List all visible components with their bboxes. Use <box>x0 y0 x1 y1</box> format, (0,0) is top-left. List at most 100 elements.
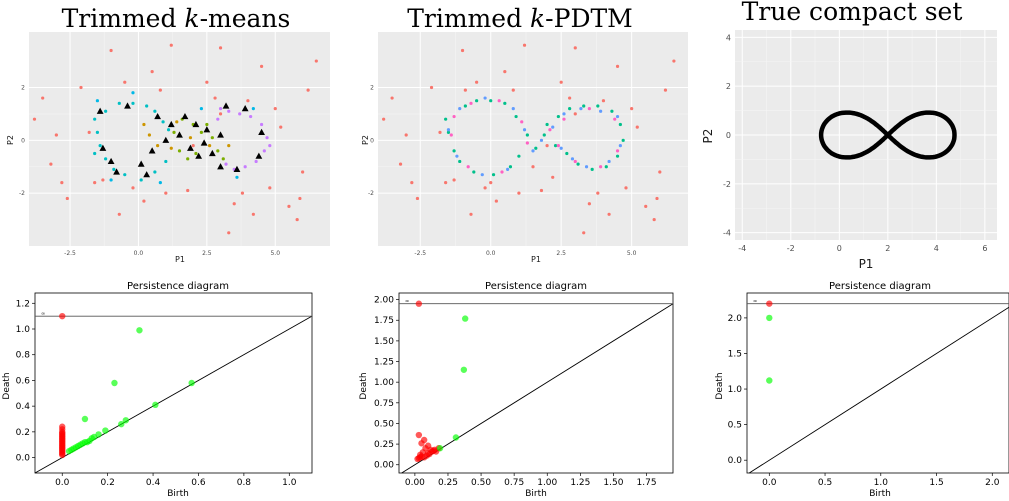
x-tick-label: -4 <box>738 244 746 253</box>
data-point <box>123 80 127 84</box>
data-point <box>452 114 456 119</box>
scatter-plot-2: -2.5 0.0 2.5 5.0 -2 0 2 <box>368 32 688 257</box>
data-point <box>587 107 591 111</box>
data-point <box>208 144 212 148</box>
data-point <box>658 170 662 174</box>
data-point <box>618 144 622 148</box>
center-marker <box>137 160 145 167</box>
diagram-point <box>84 438 91 446</box>
data-point <box>109 178 113 182</box>
panel-trimmed-k-pdtm: Trimmed k-PDTM -2.5 0.0 2.5 5.0 -2 0 2 P1 P2 <box>361 4 688 264</box>
data-point <box>545 144 549 148</box>
center-marker <box>107 157 115 165</box>
center-marker <box>148 147 156 154</box>
data-point <box>224 162 228 166</box>
data-point <box>511 107 515 111</box>
data-point <box>514 114 518 119</box>
y-tick-label: 0.8 <box>16 351 31 361</box>
diagram-point <box>418 440 425 447</box>
data-point <box>607 159 611 164</box>
x-tick-label: 0.2 <box>100 478 114 488</box>
curve-plot-3: -4 -2 0 2 4 6 -4 -2 0 2 4 <box>723 30 997 253</box>
data-point <box>415 196 420 201</box>
data-point <box>573 46 577 50</box>
center-marker <box>162 136 170 143</box>
data-point <box>216 149 220 153</box>
data-point <box>562 112 566 116</box>
data-point <box>243 165 247 169</box>
data-point <box>404 133 408 137</box>
data-point <box>199 107 203 111</box>
data-point <box>596 104 600 108</box>
diagram-point <box>436 445 444 452</box>
x-tick-label: 0.00 <box>405 478 425 488</box>
center-marker <box>217 163 224 170</box>
pd-x-label-1: Birth <box>167 489 189 499</box>
data-point <box>446 128 451 132</box>
data-point <box>169 43 173 47</box>
chart-title-2: Trimmed k-PDTM <box>407 4 633 33</box>
data-point <box>596 191 600 195</box>
y-tick-label: 1.5 <box>728 349 742 359</box>
y-tick-label: -4 <box>723 229 731 238</box>
data-point <box>534 146 538 150</box>
data-point <box>87 130 91 134</box>
data-point <box>475 99 479 103</box>
data-point <box>553 144 558 148</box>
data-point <box>93 117 97 121</box>
data-point <box>587 202 591 206</box>
data-point <box>177 149 182 153</box>
center-marker <box>99 144 107 151</box>
y-tick-label: 0.0 <box>16 454 31 464</box>
diagonal-line <box>748 306 1009 474</box>
data-point <box>494 199 498 203</box>
data-point <box>101 178 105 182</box>
axes-frame <box>746 292 1009 474</box>
data-point <box>117 101 121 105</box>
y-tick-label: 0.5 <box>728 421 742 431</box>
x-tick-label: 0.50 <box>471 478 491 488</box>
data-point <box>194 151 198 156</box>
data-point <box>235 175 239 179</box>
data-point <box>613 117 617 121</box>
y-tick-label: 0.0 <box>728 456 743 466</box>
x-tick-label: 1.5 <box>929 478 943 488</box>
y-tick-label: 1.25 <box>374 358 394 368</box>
persistence-plot-1: 0.0 0.2 0.4 0.6 0.8 1.0 0.0 0.2 0.4 0.6 0.8 1.0 1.2 ∞ <box>16 292 313 488</box>
diagram-point <box>81 415 89 423</box>
data-point <box>240 191 245 195</box>
x-tick-label: 2 <box>885 244 890 253</box>
data-point <box>156 144 160 148</box>
data-point <box>559 80 563 84</box>
data-point <box>172 130 176 134</box>
data-point <box>147 133 151 137</box>
axes-frame <box>398 292 674 474</box>
persistence-plot-2: 0.00 0.25 0.50 0.75 1.00 1.25 1.50 1.75 0.00 0.25… <box>374 292 674 488</box>
center-marker <box>208 149 216 157</box>
scatter-plot-1: -2.5 0.0 2.5 5.0 -2 0 2 <box>19 32 330 257</box>
x-tick-label: 0.5 <box>818 478 832 488</box>
data-point <box>559 146 563 150</box>
panel-trimmed-k-means: Trimmed k-means -2.5 0.0 2.5 5.0 -2 0 2 P1 P2 <box>6 4 330 264</box>
x-tick-label: 2.5 <box>556 250 566 257</box>
x-tick-label: 1.0 <box>874 478 889 488</box>
data-point <box>158 88 162 92</box>
data-point <box>164 159 168 164</box>
data-point <box>556 144 560 148</box>
data-point <box>517 154 521 158</box>
x-tick-label: 6 <box>982 244 987 253</box>
infinity-label: ∞ <box>405 299 409 305</box>
data-point <box>573 159 577 164</box>
diagram-point <box>415 300 423 307</box>
diagram-point <box>118 420 125 428</box>
data-point <box>131 186 135 190</box>
y-tick-label: 0 <box>370 137 374 144</box>
data-point <box>221 157 225 161</box>
data-point <box>205 80 209 84</box>
x-tick-label: 2.0 <box>985 478 1000 488</box>
data-point <box>382 117 386 121</box>
data-point <box>279 125 283 129</box>
data-point <box>238 112 242 116</box>
data-point <box>542 133 546 137</box>
